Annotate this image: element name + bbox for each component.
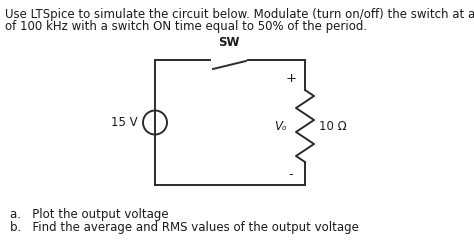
- Text: SW: SW: [218, 36, 240, 49]
- Text: b.   Find the average and RMS values of the output voltage: b. Find the average and RMS values of th…: [10, 221, 359, 234]
- Text: +: +: [285, 72, 297, 85]
- Text: of 100 kHz with a switch ON time equal to 50% of the period.: of 100 kHz with a switch ON time equal t…: [5, 20, 367, 33]
- Text: 15 V: 15 V: [111, 116, 138, 129]
- Text: Vₒ: Vₒ: [274, 120, 287, 132]
- Text: 10 Ω: 10 Ω: [319, 120, 347, 132]
- Text: -: -: [289, 168, 293, 181]
- Text: a.   Plot the output voltage: a. Plot the output voltage: [10, 208, 169, 221]
- Text: Use LTSpice to simulate the circuit below. Modulate (turn on/off) the switch at : Use LTSpice to simulate the circuit belo…: [5, 8, 474, 21]
